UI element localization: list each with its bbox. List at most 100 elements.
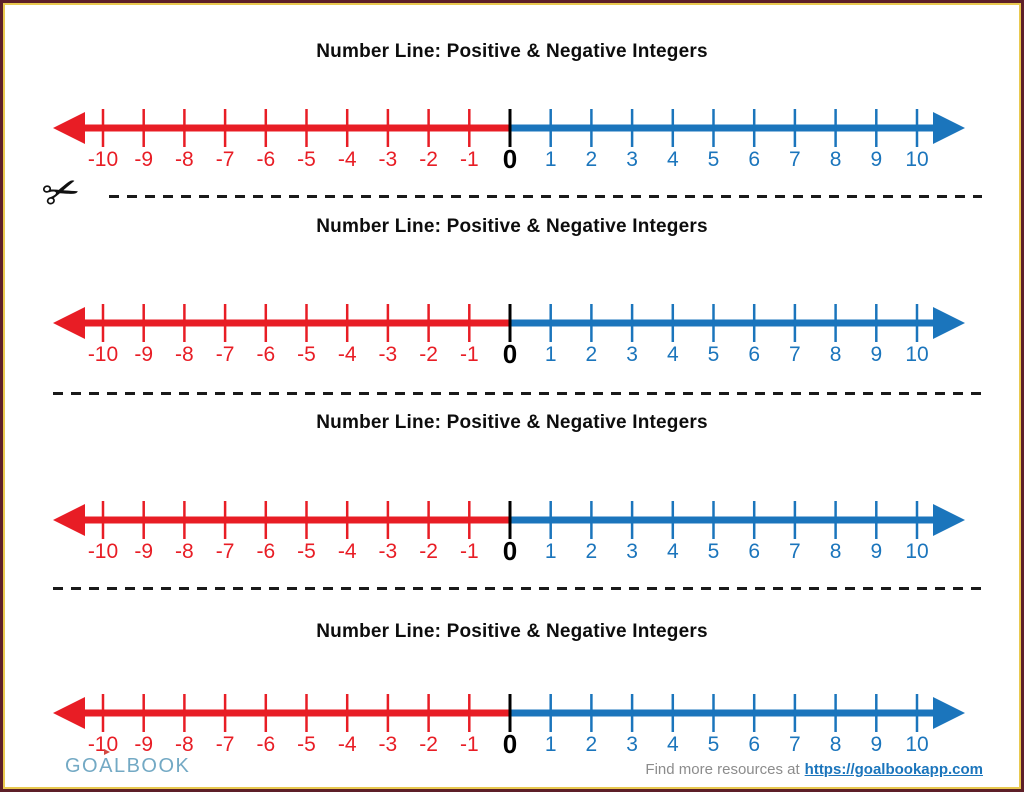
tick-label: -1 bbox=[460, 148, 479, 171]
right-arrowhead-icon bbox=[933, 504, 965, 536]
tick-label: 8 bbox=[830, 343, 842, 366]
tick-label: -4 bbox=[338, 733, 357, 756]
goalbook-logo: GO ALBOOK bbox=[65, 749, 191, 777]
tick-label: 8 bbox=[830, 540, 842, 563]
positive-segment bbox=[510, 124, 939, 132]
tick-label: -10 bbox=[88, 733, 118, 756]
tick-label: -10 bbox=[88, 343, 118, 366]
tick-label: 10 bbox=[905, 733, 928, 756]
cut-line bbox=[53, 587, 982, 590]
tick-label: -8 bbox=[175, 148, 194, 171]
tick-label: 5 bbox=[708, 148, 720, 171]
left-arrowhead-icon bbox=[53, 307, 85, 339]
strip-title: Number Line: Positive & Negative Integer… bbox=[316, 41, 708, 62]
negative-segment bbox=[77, 516, 510, 524]
number-line: -10 -9 -8 -7 -6 -5 -4 -3 -2 -1 0 1 2 3 4 5 6 7 8 9 10 bbox=[53, 109, 965, 174]
tick-label: 5 bbox=[708, 343, 720, 366]
tick-label: 6 bbox=[748, 540, 760, 563]
tick-label: -9 bbox=[134, 733, 153, 756]
logo-text-go: GO bbox=[65, 755, 100, 777]
tick-label: 6 bbox=[748, 148, 760, 171]
footer-text: Find more resources at bbox=[645, 761, 800, 778]
tick-label: 9 bbox=[870, 148, 882, 171]
left-arrowhead-icon bbox=[53, 112, 85, 144]
tick-label: -1 bbox=[460, 733, 479, 756]
goalbook-link[interactable]: https://goalbookapp.com bbox=[804, 761, 983, 778]
tick-label: -8 bbox=[175, 540, 194, 563]
tick-label: 7 bbox=[789, 148, 801, 171]
tick-label: 0 bbox=[503, 144, 517, 174]
tick-label: -7 bbox=[216, 343, 235, 366]
tick-label: -8 bbox=[175, 343, 194, 366]
tick-label: -8 bbox=[175, 733, 194, 756]
cut-line bbox=[53, 392, 982, 395]
tick-label: 7 bbox=[789, 733, 801, 756]
tick-label: -7 bbox=[216, 733, 235, 756]
strip-title: Number Line: Positive & Negative Integer… bbox=[316, 216, 708, 237]
tick-label: 9 bbox=[870, 343, 882, 366]
tick-label: -2 bbox=[419, 343, 438, 366]
tick-label: -6 bbox=[256, 733, 275, 756]
footer-note: Find more resources at https://goalbookap… bbox=[645, 761, 983, 778]
tick-label: -3 bbox=[379, 148, 398, 171]
logo-letter-a: A bbox=[99, 749, 114, 777]
strip-title: Number Line: Positive & Negative Integer… bbox=[316, 412, 708, 433]
tick-label: 4 bbox=[667, 733, 679, 756]
tick-label: 2 bbox=[586, 343, 598, 366]
tick-label: 10 bbox=[905, 148, 928, 171]
tick-label: -10 bbox=[88, 540, 118, 563]
tick-label: 2 bbox=[586, 540, 598, 563]
tick-label: 9 bbox=[870, 733, 882, 756]
tick-label: -4 bbox=[338, 540, 357, 563]
tick-label: 0 bbox=[503, 729, 517, 759]
tick-label: 1 bbox=[545, 343, 557, 366]
left-arrowhead-icon bbox=[53, 697, 85, 729]
tick-label: -4 bbox=[338, 343, 357, 366]
tick-label: 0 bbox=[503, 339, 517, 369]
left-arrowhead-icon bbox=[53, 504, 85, 536]
tick-label: 8 bbox=[830, 733, 842, 756]
logo-text-lbook: LBOOK bbox=[113, 755, 191, 777]
tick-label: -1 bbox=[460, 540, 479, 563]
positive-segment bbox=[510, 709, 939, 717]
tick-label: -9 bbox=[134, 540, 153, 563]
right-arrowhead-icon bbox=[933, 307, 965, 339]
tick-label: -3 bbox=[379, 540, 398, 563]
number-line: -10 -9 -8 -7 -6 -5 -4 -3 -2 -1 0 1 2 3 4 5 6 7 8 9 10 bbox=[53, 501, 965, 566]
tick-label: 6 bbox=[748, 343, 760, 366]
strip-title: Number Line: Positive & Negative Integer… bbox=[316, 621, 708, 642]
tick-label: 4 bbox=[667, 540, 679, 563]
tick-label: 1 bbox=[545, 148, 557, 171]
tick-label: 2 bbox=[586, 148, 598, 171]
positive-segment bbox=[510, 319, 939, 327]
cut-line bbox=[109, 195, 982, 198]
tick-label: 8 bbox=[830, 148, 842, 171]
tick-label: 0 bbox=[503, 536, 517, 566]
tick-label: -10 bbox=[88, 148, 118, 171]
tick-label: 4 bbox=[667, 343, 679, 366]
tick-label: -4 bbox=[338, 148, 357, 171]
tick-label: 5 bbox=[708, 540, 720, 563]
tick-label: -3 bbox=[379, 733, 398, 756]
tick-label: -7 bbox=[216, 540, 235, 563]
tick-label: 3 bbox=[626, 148, 638, 171]
tick-label: 7 bbox=[789, 343, 801, 366]
tick-label: 2 bbox=[586, 733, 598, 756]
tick-label: -5 bbox=[297, 540, 316, 563]
tick-label: 3 bbox=[626, 733, 638, 756]
right-arrowhead-icon bbox=[933, 697, 965, 729]
tick-label: 5 bbox=[708, 733, 720, 756]
tick-label: -9 bbox=[134, 343, 153, 366]
tick-label: -7 bbox=[216, 148, 235, 171]
tick-label: 3 bbox=[626, 343, 638, 366]
tick-label: 7 bbox=[789, 540, 801, 563]
number-line: -10 -9 -8 -7 -6 -5 -4 -3 -2 -1 0 1 2 3 4 5 6 7 8 9 10 bbox=[53, 694, 965, 759]
tick-label: -6 bbox=[256, 540, 275, 563]
negative-segment bbox=[77, 319, 510, 327]
tick-label: 1 bbox=[545, 540, 557, 563]
tick-label: -6 bbox=[256, 148, 275, 171]
right-arrowhead-icon bbox=[933, 112, 965, 144]
tick-label: 10 bbox=[905, 540, 928, 563]
tick-label: -3 bbox=[379, 343, 398, 366]
tick-label: 6 bbox=[748, 733, 760, 756]
